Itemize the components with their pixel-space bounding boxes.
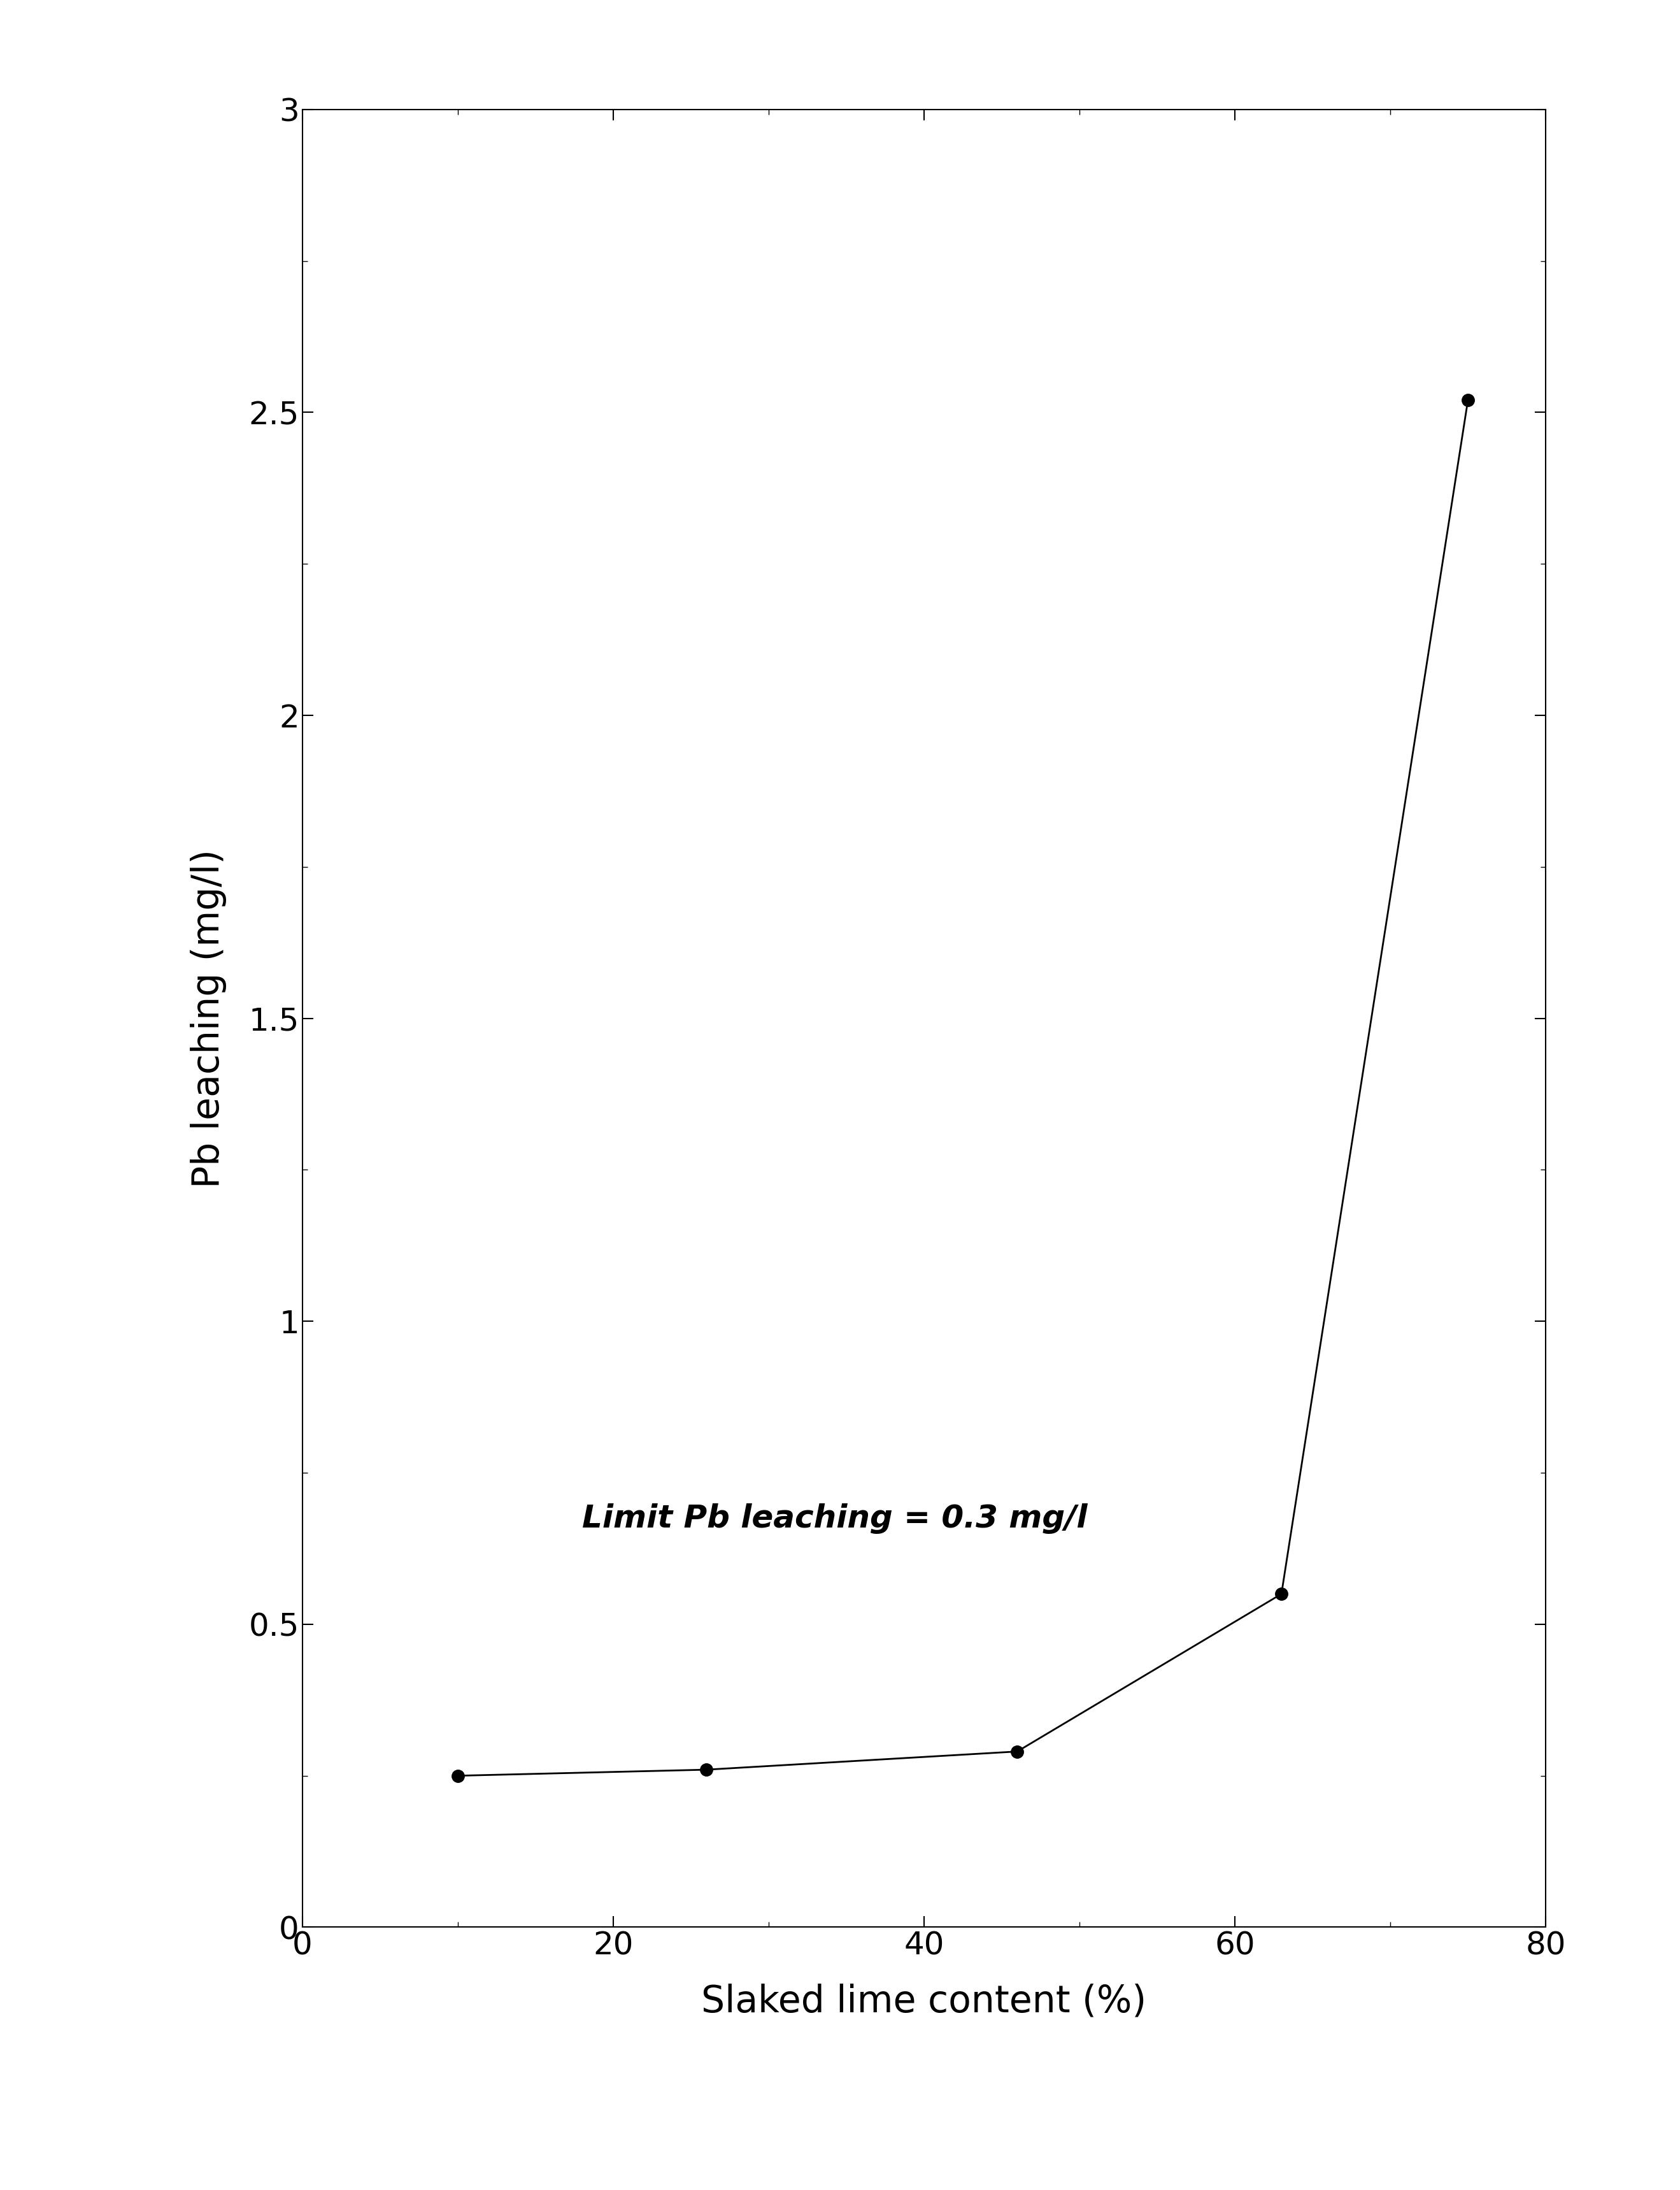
Y-axis label: Pb leaching (mg/l): Pb leaching (mg/l): [190, 850, 227, 1187]
X-axis label: Slaked lime content (%): Slaked lime content (%): [701, 1982, 1147, 2019]
Text: Limit Pb leaching = 0.3 mg/l: Limit Pb leaching = 0.3 mg/l: [581, 1502, 1087, 1533]
